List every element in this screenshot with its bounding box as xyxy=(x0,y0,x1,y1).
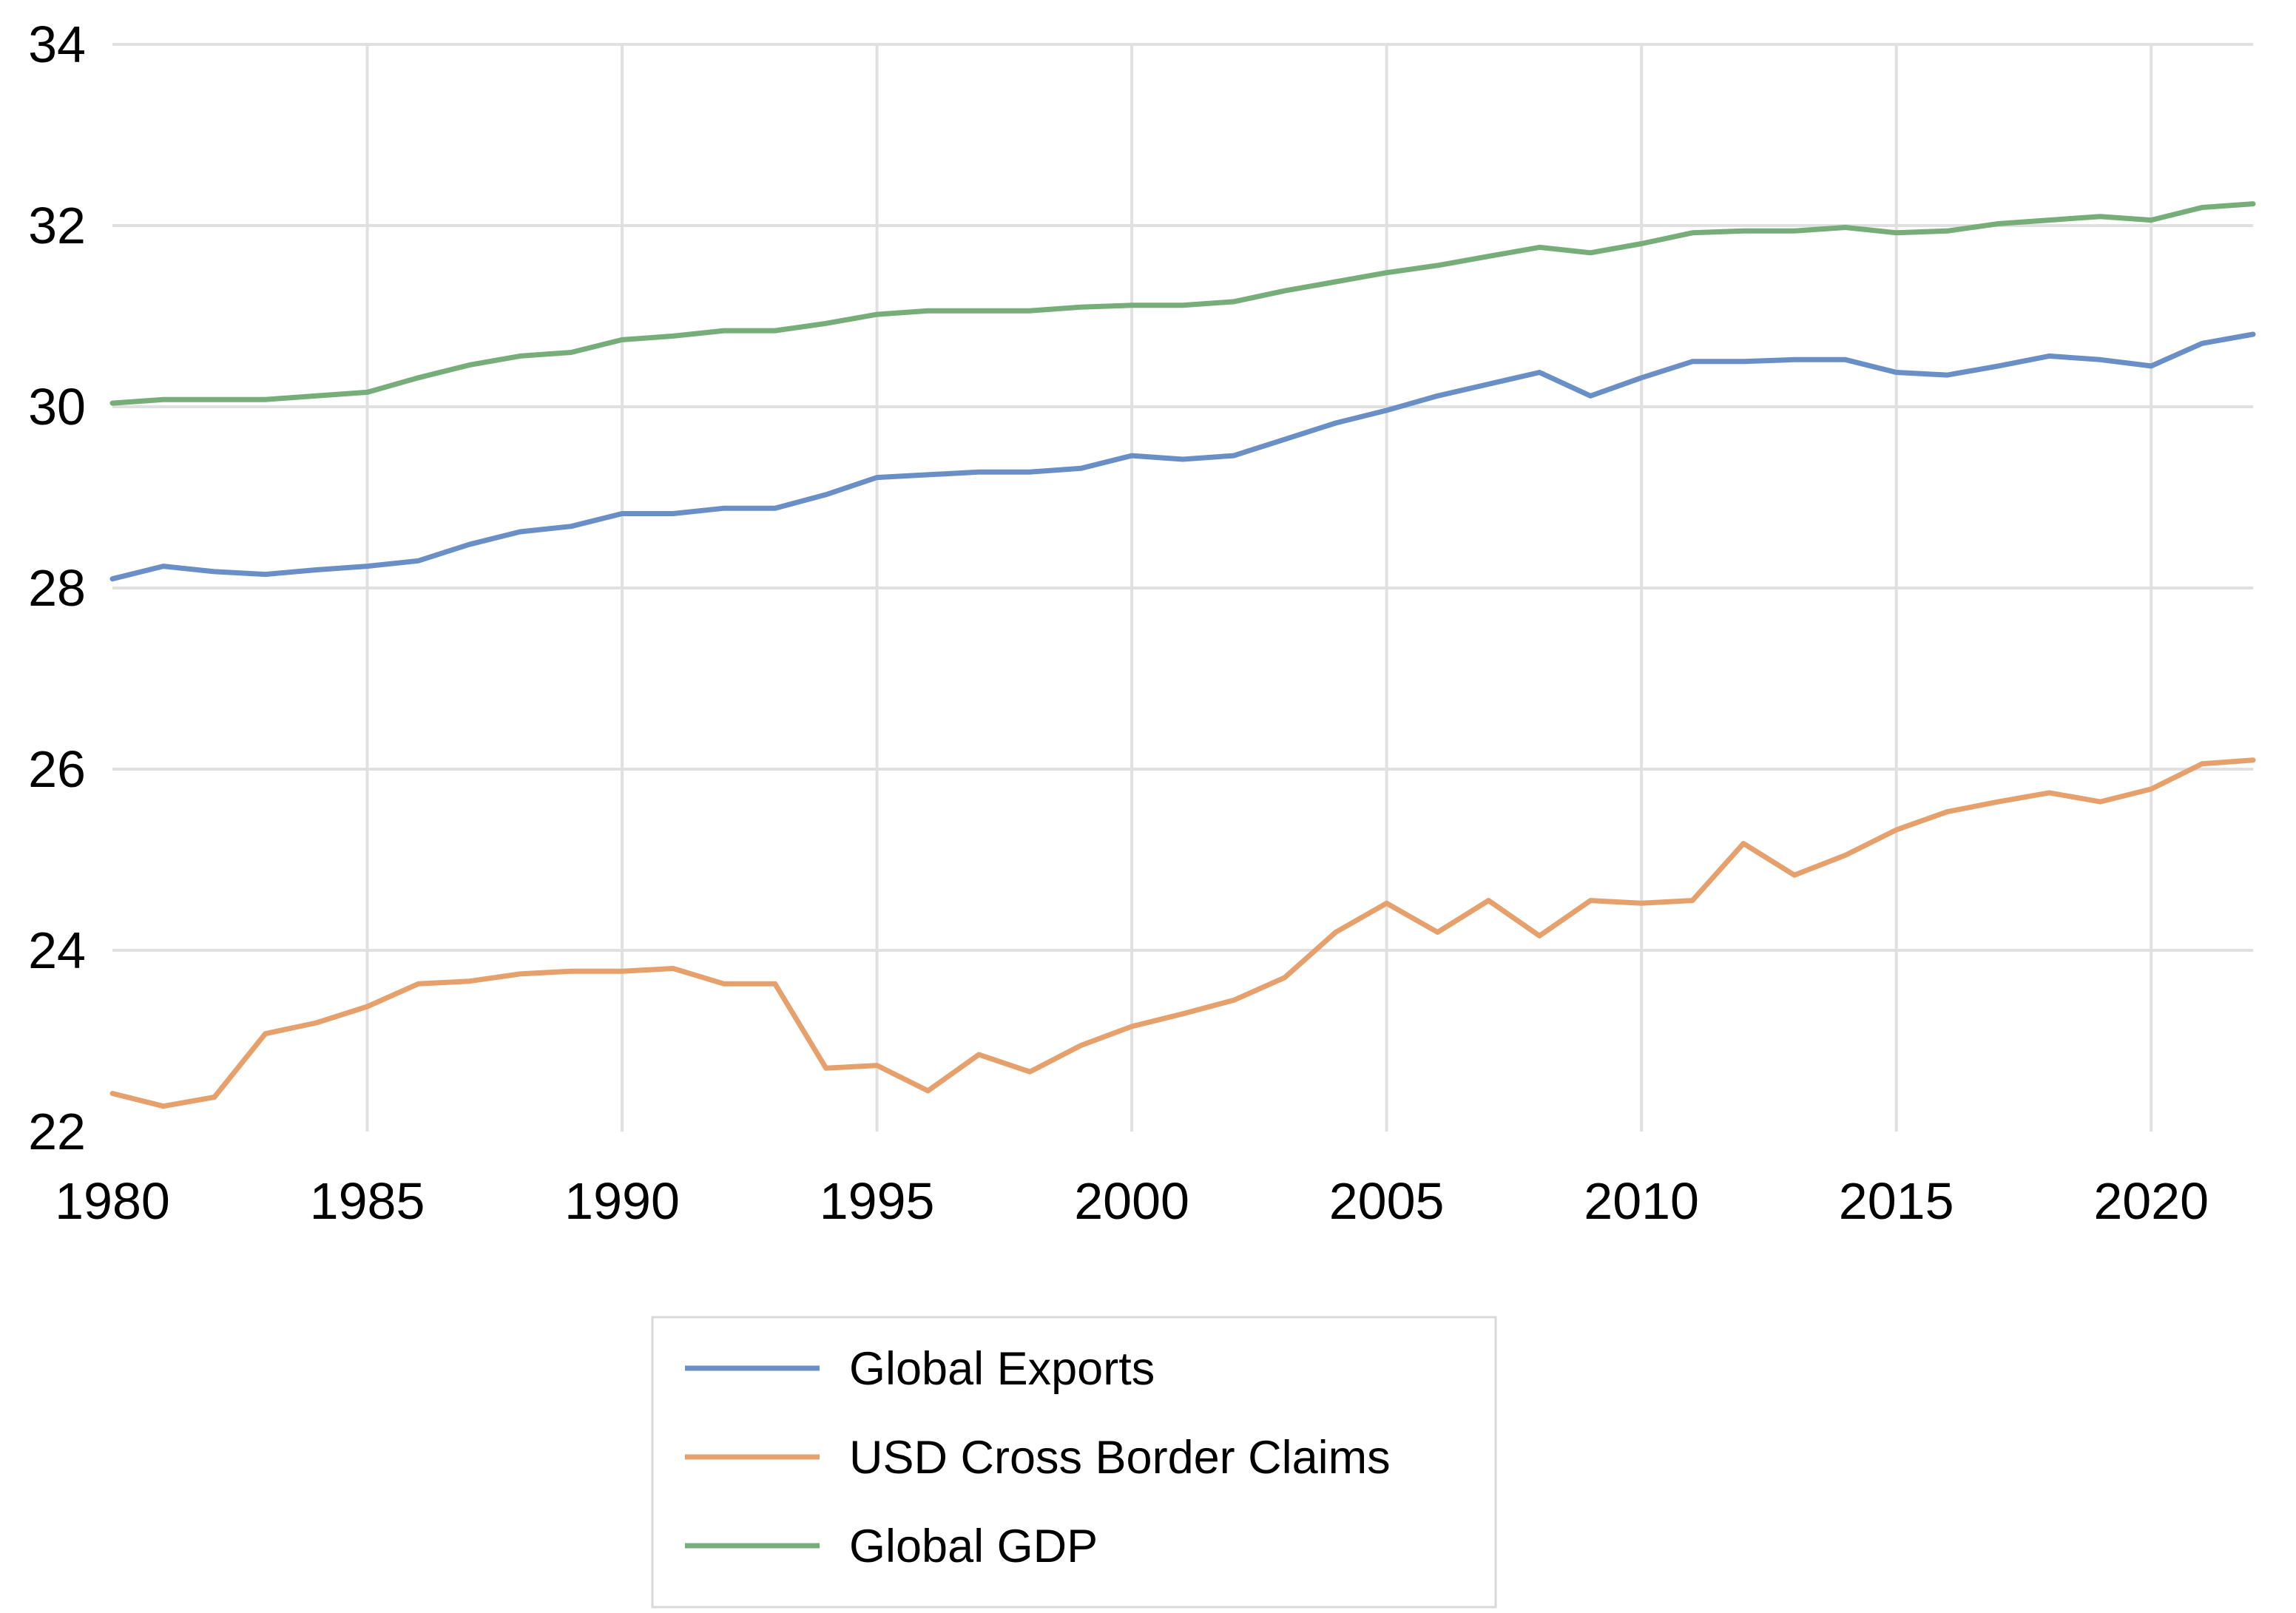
legend-label: USD Cross Border Claims xyxy=(849,1432,1391,1484)
x-tick-label: 1985 xyxy=(310,1172,425,1230)
x-tick-label: 2010 xyxy=(1584,1172,1699,1230)
y-tick-label: 24 xyxy=(28,922,86,979)
y-tick-label: 22 xyxy=(28,1103,86,1160)
gridlines xyxy=(112,43,2253,1132)
y-tick-label: 30 xyxy=(28,378,86,436)
x-tick-label: 2015 xyxy=(1839,1172,1954,1230)
series-usd-cross-border-claims xyxy=(109,757,2256,1109)
series-line xyxy=(109,331,2256,582)
x-tick-label: 2000 xyxy=(1074,1172,1189,1230)
plot-series xyxy=(109,201,2256,1109)
y-tick-label: 28 xyxy=(28,559,86,617)
series-global-gdp xyxy=(109,201,2256,406)
legend-box xyxy=(651,1316,1497,1609)
x-axis-tick-labels: 1980 1985 1990 1995 2000 2005 2010 2015 2020 xyxy=(55,1172,2209,1230)
x-tick-label: 2005 xyxy=(1329,1172,1445,1230)
legend-items: Global Exports USD Cross Border Claims Glo… xyxy=(685,1343,1391,1572)
series-line xyxy=(109,757,2256,1109)
legend-label: Global Exports xyxy=(849,1343,1155,1395)
x-tick-label: 1990 xyxy=(564,1172,680,1230)
x-tick-label: 1995 xyxy=(820,1172,935,1230)
legend-label: Global GDP xyxy=(849,1521,1098,1572)
legend: Global Exports USD Cross Border Claims Glo… xyxy=(651,1316,1497,1609)
y-tick-label: 34 xyxy=(28,16,86,73)
x-tick-label: 1980 xyxy=(55,1172,170,1230)
series-global-exports xyxy=(109,331,2256,582)
y-tick-label: 32 xyxy=(28,197,86,254)
y-axis-tick-labels: 22 24 26 28 30 32 34 xyxy=(28,16,86,1160)
y-tick-label: 26 xyxy=(28,740,86,798)
x-tick-label: 2020 xyxy=(2093,1172,2209,1230)
